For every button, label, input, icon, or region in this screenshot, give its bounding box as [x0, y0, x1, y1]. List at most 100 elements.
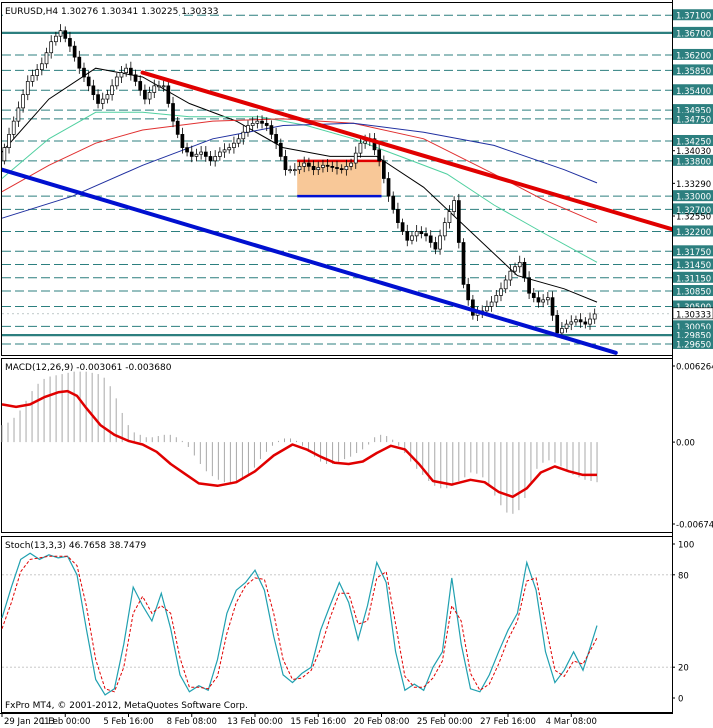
candle-body — [133, 74, 138, 82]
candle-body — [86, 76, 91, 87]
candle-body — [517, 261, 522, 268]
candle-body — [49, 41, 54, 54]
price-level-label-bg — [673, 48, 713, 60]
candle-body — [236, 138, 241, 144]
price-tick-label: 1.33290 — [676, 180, 711, 190]
candle-body — [54, 35, 58, 43]
candle-body — [353, 152, 358, 164]
candle-body — [232, 142, 236, 148]
price-level-label: 1.32200 — [676, 228, 711, 238]
candle-body — [335, 167, 339, 169]
candle-body — [330, 166, 335, 168]
price-level-label: 1.35400 — [676, 87, 711, 97]
candle-body — [100, 98, 105, 104]
candle-body — [25, 81, 30, 96]
price-level-label-bg — [673, 112, 713, 124]
price-level-label-bg — [673, 258, 713, 270]
candle-body — [555, 314, 560, 334]
price-level-label-bg — [673, 134, 713, 146]
candle-body — [382, 160, 386, 179]
price-level-label: 1.34950 — [676, 107, 711, 117]
price-tick-label: 1.32550 — [676, 213, 711, 223]
candle-body — [414, 231, 419, 237]
candle-body — [91, 85, 96, 96]
price-level-label: 1.37100 — [676, 12, 711, 22]
time-tick-label: 20 Feb 08:00 — [354, 717, 410, 727]
candle-body — [250, 122, 255, 126]
candle-body — [578, 319, 583, 323]
price-level-label-bg — [673, 26, 713, 38]
candle-body — [119, 72, 124, 78]
candle-body — [536, 297, 541, 303]
candle-body — [143, 89, 147, 100]
stoch-tick-label: 100 — [678, 541, 694, 551]
candle-body — [161, 85, 166, 88]
current-price-label: 1.30333 — [676, 310, 711, 320]
candle-body — [82, 67, 86, 78]
candle-body — [292, 169, 297, 172]
price-level-label-bg — [673, 104, 713, 116]
candle-body — [264, 122, 269, 126]
price-level-label: 1.30050 — [676, 323, 711, 333]
time-tick-label: 4 Mar 08:00 — [546, 717, 597, 727]
candle-body — [358, 142, 363, 154]
candle-body — [58, 30, 63, 37]
support-trendline — [2, 167, 618, 355]
price-level-label-bg — [673, 300, 713, 312]
candle-body — [105, 94, 110, 100]
macd-tick-label: 0.00 — [676, 439, 695, 449]
time-tick-label: 29 Jan 2013 — [4, 717, 55, 727]
candle-body — [428, 235, 433, 243]
chart-title: EURUSD,H4 1.30276 1.30341 1.30225 1.3033… — [5, 7, 218, 17]
price-level-label-bg — [673, 84, 713, 96]
candle-body — [166, 85, 171, 104]
candle-body — [325, 164, 330, 167]
price-level-label: 1.34250 — [676, 137, 711, 147]
candle-body — [157, 85, 161, 88]
candle-body — [302, 162, 307, 167]
candle-body — [77, 56, 82, 69]
candle-body — [513, 266, 517, 272]
candle-body — [274, 134, 278, 144]
candle-body — [560, 328, 564, 334]
candle-body — [185, 147, 189, 153]
resistance-trendline — [140, 70, 672, 232]
price-tick-label: 1.34030 — [676, 147, 711, 157]
candle-body — [456, 200, 461, 243]
price-level-label: 1.31450 — [676, 261, 711, 271]
candle-body — [11, 120, 16, 135]
time-tick-label: 13 Feb 00:00 — [227, 717, 283, 727]
candle-body — [128, 67, 133, 76]
stoch-signal-line — [1, 555, 598, 693]
trendlines — [2, 70, 672, 355]
candle-body — [297, 166, 302, 171]
candle-body — [438, 235, 442, 250]
candle-body — [494, 295, 499, 303]
candle-body — [485, 306, 489, 312]
candle-body — [63, 30, 68, 39]
candle-body — [527, 277, 531, 294]
candle-body — [171, 103, 175, 122]
price-candles — [2, 24, 597, 339]
candle-body — [39, 63, 44, 71]
price-level-label: 1.32700 — [676, 206, 711, 216]
candle-body — [377, 149, 382, 162]
candle-body — [110, 85, 114, 96]
time-tick-label: 25 Feb 00:00 — [417, 717, 473, 727]
price-level-label-bg — [673, 9, 713, 21]
candle-body — [396, 209, 400, 223]
candle-body — [405, 231, 410, 241]
time-tick-label: 27 Feb 16:00 — [480, 717, 536, 727]
candle-body — [208, 156, 213, 162]
candle-body — [288, 169, 292, 172]
candle-body — [218, 151, 222, 157]
candle-body — [283, 156, 288, 171]
candle-body — [124, 67, 129, 73]
candle-body — [241, 131, 246, 140]
candle-body — [189, 151, 194, 157]
candle-body — [541, 299, 546, 303]
candle-body — [531, 292, 536, 298]
price-level-label: 1.29850 — [676, 332, 711, 342]
price-level-label: 1.36700 — [676, 29, 711, 39]
copyright-text: FxPro MT4, © 2001-2012, MetaQuotes Softw… — [5, 701, 248, 711]
